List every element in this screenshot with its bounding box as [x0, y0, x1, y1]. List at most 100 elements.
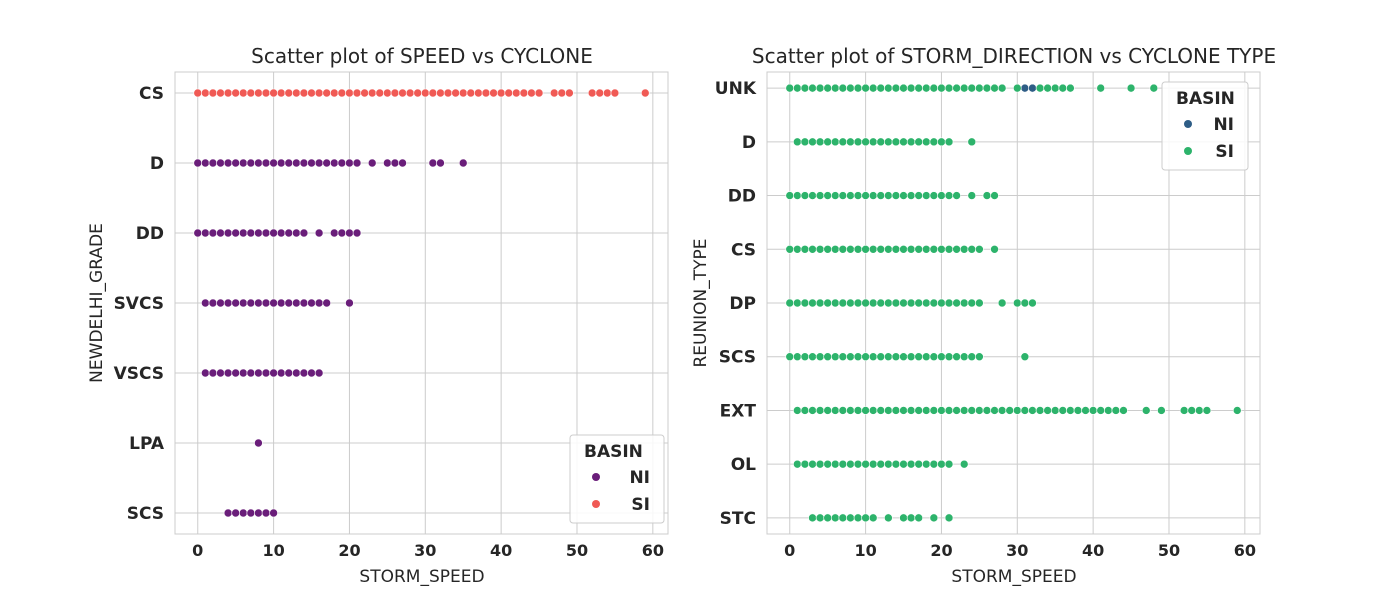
scatter-point: [944, 137, 954, 147]
scatter-point: [929, 191, 939, 200]
scatter-point: [876, 459, 886, 469]
scatter-point: [899, 352, 908, 362]
scatter-point: [959, 406, 969, 415]
scatter-point: [1043, 83, 1052, 93]
scatter-point: [921, 298, 931, 308]
scatter-point: [345, 88, 354, 98]
scatter-point: [254, 88, 263, 98]
scatter-point: [929, 513, 939, 523]
left-series-ni: [193, 158, 468, 518]
scatter-point: [975, 83, 984, 93]
left-y-tick-label: SVCS: [114, 294, 164, 314]
scatter-point: [861, 191, 870, 200]
scatter-point: [238, 88, 248, 98]
scatter-point: [1028, 83, 1037, 93]
right-x-axis-label: STORM_SPEED: [951, 567, 1076, 587]
scatter-point: [921, 137, 931, 147]
scatter-point: [474, 88, 483, 98]
scatter-point: [952, 191, 961, 200]
right-y-tick-label: SCS: [719, 348, 756, 368]
scatter-point: [489, 88, 498, 98]
scatter-point: [846, 191, 855, 200]
scatter-point: [238, 158, 248, 168]
scatter-point: [906, 513, 916, 523]
scatter-point: [1157, 406, 1166, 415]
left-legend-title: BASIN: [584, 442, 643, 462]
scatter-point: [1141, 406, 1151, 415]
scatter-point: [997, 406, 1007, 415]
right-y-tick-label: D: [742, 133, 756, 153]
scatter-point: [261, 158, 271, 168]
left-y-axis-label: NEWDELHI_GRADE: [87, 223, 107, 383]
left-legend-label-si: SI: [631, 495, 650, 515]
scatter-point: [496, 88, 506, 98]
scatter-point: [975, 406, 984, 415]
scatter-point: [808, 459, 817, 469]
scatter-point: [921, 406, 931, 415]
scatter-point: [276, 228, 286, 238]
scatter-point: [549, 88, 559, 98]
left-y-tick-label: DD: [136, 224, 164, 244]
scatter-point: [231, 298, 240, 308]
scatter-point: [314, 298, 324, 308]
scatter-point: [458, 158, 468, 168]
scatter-point: [322, 298, 331, 308]
left-legend: BASIN NI SI: [569, 434, 665, 524]
scatter-point: [223, 508, 233, 518]
right-y-axis-label: REUNION_TYPE: [691, 238, 711, 367]
scatter-point: [307, 158, 316, 168]
scatter-point: [261, 508, 271, 518]
scatter-point: [906, 406, 916, 415]
scatter-point: [899, 513, 908, 523]
scatter-point: [352, 228, 362, 238]
scatter-point: [208, 228, 218, 238]
scatter-point: [944, 298, 954, 308]
left-plot-frame: [174, 71, 669, 535]
scatter-point: [238, 228, 248, 238]
scatter-point: [307, 298, 316, 308]
scatter-point: [868, 352, 878, 362]
scatter-point: [436, 158, 445, 168]
scatter-point: [800, 244, 810, 254]
left-x-tick-label: 0: [192, 541, 203, 560]
scatter-point: [512, 88, 521, 98]
scatter-point: [793, 191, 802, 200]
scatter-point: [815, 459, 825, 469]
scatter-point: [967, 406, 977, 415]
scatter-point: [785, 244, 795, 254]
scatter-point: [785, 83, 795, 93]
scatter-point: [269, 368, 278, 378]
scatter-point: [1058, 83, 1068, 93]
scatter-point: [785, 191, 795, 200]
scatter-point: [808, 513, 817, 523]
scatter-point: [884, 513, 893, 523]
scatter-point: [269, 88, 278, 98]
left-x-tick-label: 40: [490, 541, 512, 560]
scatter-point: [307, 88, 316, 98]
scatter-point: [284, 228, 294, 238]
scatter-point: [322, 158, 331, 168]
scatter-point: [838, 352, 848, 362]
scatter-point: [929, 352, 939, 362]
right-series-ni: [1020, 83, 1037, 93]
scatter-point: [1012, 298, 1022, 308]
right-scatter-panel: Scatter plot of STORM_DIRECTION vs CYCLO…: [691, 44, 1276, 587]
scatter-point: [1028, 298, 1037, 308]
right-legend: BASIN NI SI: [1161, 81, 1249, 171]
scatter-point: [861, 459, 870, 469]
scatter-point: [329, 228, 339, 238]
scatter-point: [914, 513, 923, 523]
scatter-point: [231, 368, 240, 378]
scatter-point: [383, 88, 392, 98]
scatter-point: [884, 137, 893, 147]
right-x-tick-label: 0: [784, 541, 795, 560]
right-plot-frame: [766, 71, 1261, 535]
scatter-point: [914, 352, 923, 362]
right-legend-marker-si: [1184, 147, 1192, 155]
scatter-point: [1058, 406, 1068, 415]
scatter-point: [853, 191, 863, 200]
scatter-point: [299, 298, 309, 308]
left-y-tick-label: SCS: [127, 504, 164, 524]
scatter-point: [914, 83, 923, 93]
scatter-point: [231, 88, 240, 98]
